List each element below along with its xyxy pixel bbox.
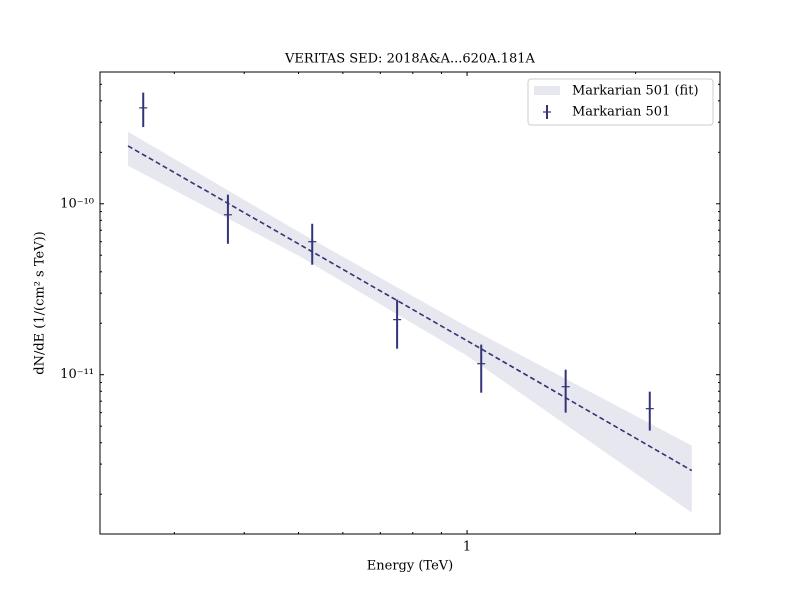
fit-line bbox=[127, 145, 693, 472]
plot-frame bbox=[99, 71, 721, 535]
x-tick-label: 1 bbox=[463, 540, 471, 555]
x-axis-label: Energy (TeV) bbox=[367, 559, 453, 574]
chart-title: VERITAS SED: 2018A&A...620A.181A bbox=[284, 52, 535, 67]
legend-label: Markarian 501 bbox=[572, 105, 670, 120]
legend-box bbox=[527, 78, 714, 126]
y-tick-label: 10⁻¹⁰ bbox=[60, 196, 94, 211]
y-axis-label: dN/dE (1/(cm² s TeV)) bbox=[33, 231, 48, 374]
y-tick-label: 10⁻¹¹ bbox=[60, 367, 94, 382]
legend-label: Markarian 501 (fit) bbox=[572, 84, 699, 99]
legend-swatch bbox=[534, 86, 560, 95]
